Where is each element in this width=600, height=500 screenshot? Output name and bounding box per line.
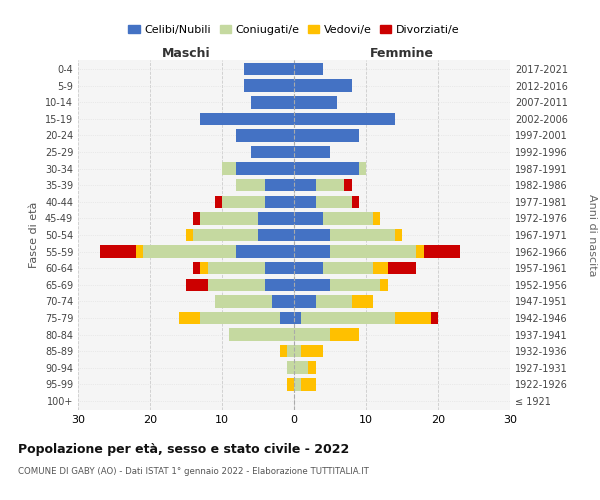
Bar [294, 212, 323, 224]
Bar [287, 362, 294, 374]
Bar [294, 295, 316, 308]
Bar [431, 312, 438, 324]
Bar [222, 196, 265, 208]
Bar [294, 162, 359, 175]
Text: Maschi: Maschi [161, 47, 211, 60]
Bar [330, 328, 359, 340]
Bar [316, 295, 352, 308]
Bar [186, 229, 193, 241]
Bar [244, 63, 294, 76]
Bar [294, 146, 330, 158]
Bar [251, 96, 294, 108]
Bar [330, 246, 416, 258]
Bar [215, 295, 272, 308]
Text: Popolazione per età, sesso e stato civile - 2022: Popolazione per età, sesso e stato civil… [18, 442, 349, 456]
Bar [143, 246, 236, 258]
Bar [193, 262, 200, 274]
Bar [301, 312, 395, 324]
Bar [265, 196, 294, 208]
Bar [265, 262, 294, 274]
Bar [294, 312, 301, 324]
Bar [308, 362, 316, 374]
Bar [193, 229, 258, 241]
Bar [294, 179, 316, 192]
Bar [215, 196, 222, 208]
Bar [236, 162, 294, 175]
Bar [316, 179, 344, 192]
Bar [294, 362, 308, 374]
Bar [294, 96, 337, 108]
Bar [244, 80, 294, 92]
Bar [373, 262, 388, 274]
Bar [294, 63, 323, 76]
Bar [222, 162, 236, 175]
Bar [258, 212, 294, 224]
Bar [316, 196, 352, 208]
Bar [294, 112, 395, 125]
Bar [352, 295, 373, 308]
Bar [294, 196, 316, 208]
Bar [352, 196, 359, 208]
Bar [301, 345, 323, 358]
Bar [416, 246, 424, 258]
Bar [208, 262, 265, 274]
Bar [179, 312, 200, 324]
Bar [330, 278, 380, 291]
Bar [287, 378, 294, 390]
Bar [294, 262, 323, 274]
Bar [294, 328, 330, 340]
Bar [294, 80, 352, 92]
Bar [200, 262, 208, 274]
Bar [373, 212, 380, 224]
Bar [294, 229, 330, 241]
Text: COMUNE DI GABY (AO) - Dati ISTAT 1° gennaio 2022 - Elaborazione TUTTITALIA.IT: COMUNE DI GABY (AO) - Dati ISTAT 1° genn… [18, 468, 369, 476]
Bar [294, 246, 330, 258]
Bar [272, 295, 294, 308]
Bar [265, 179, 294, 192]
Bar [294, 278, 330, 291]
Bar [380, 278, 388, 291]
Bar [200, 312, 280, 324]
Bar [208, 278, 265, 291]
Y-axis label: Anni di nascita: Anni di nascita [587, 194, 598, 276]
Bar [258, 229, 294, 241]
Bar [388, 262, 416, 274]
Bar [395, 229, 402, 241]
Bar [280, 312, 294, 324]
Bar [330, 229, 395, 241]
Bar [359, 162, 366, 175]
Bar [200, 212, 258, 224]
Bar [236, 246, 294, 258]
Legend: Celibi/Nubili, Coniugati/e, Vedovi/e, Divorziati/e: Celibi/Nubili, Coniugati/e, Vedovi/e, Di… [124, 20, 464, 39]
Bar [294, 345, 301, 358]
Y-axis label: Fasce di età: Fasce di età [29, 202, 39, 268]
Bar [301, 378, 316, 390]
Bar [186, 278, 208, 291]
Bar [193, 212, 200, 224]
Bar [251, 146, 294, 158]
Bar [294, 378, 301, 390]
Bar [323, 262, 373, 274]
Bar [236, 179, 265, 192]
Bar [287, 345, 294, 358]
Bar [280, 345, 287, 358]
Bar [265, 278, 294, 291]
Bar [100, 246, 136, 258]
Bar [136, 246, 143, 258]
Bar [323, 212, 373, 224]
Bar [344, 179, 352, 192]
Bar [236, 130, 294, 141]
Bar [229, 328, 294, 340]
Bar [424, 246, 460, 258]
Text: Femmine: Femmine [370, 47, 434, 60]
Bar [200, 112, 294, 125]
Bar [294, 130, 359, 141]
Bar [395, 312, 431, 324]
